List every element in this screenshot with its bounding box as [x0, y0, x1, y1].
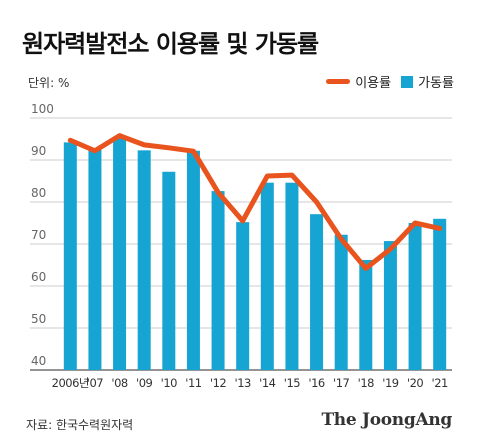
- line-point: [119, 135, 121, 137]
- legend-bar-swatch: [401, 75, 414, 88]
- line-point: [94, 150, 96, 152]
- bar: [162, 171, 176, 370]
- y-tick-label: 60: [31, 270, 46, 284]
- bar: [63, 142, 77, 370]
- line-point: [69, 139, 71, 141]
- line-point: [242, 220, 244, 222]
- line-point: [414, 222, 416, 224]
- bar: [260, 182, 274, 370]
- x-tick-label: '11: [185, 376, 201, 390]
- unit-label: 단위: %: [28, 76, 70, 90]
- line-point: [389, 248, 391, 250]
- bar: [359, 259, 373, 370]
- bar-layer: [63, 137, 447, 370]
- line-point: [340, 238, 342, 240]
- y-tick-label: 90: [31, 144, 46, 158]
- bar: [408, 223, 422, 370]
- y-tick-label: 50: [31, 312, 46, 326]
- x-tick-label: '16: [308, 376, 324, 390]
- y-tick-label: 100: [31, 102, 54, 116]
- y-tick-label: 70: [31, 228, 46, 242]
- bar: [113, 137, 127, 370]
- legend-bar-label: 가동률: [418, 76, 454, 91]
- legend-item-line: 이용률: [326, 72, 391, 91]
- legend-line-label: 이용률: [355, 76, 392, 91]
- line-point: [439, 227, 441, 229]
- line-point: [143, 144, 145, 146]
- x-tick-label: '17: [333, 376, 349, 390]
- x-tick-label: '14: [259, 376, 275, 390]
- line-point: [291, 174, 293, 176]
- bar: [236, 222, 250, 370]
- bar: [285, 182, 299, 370]
- x-tick-label: '18: [358, 376, 374, 390]
- bar: [186, 150, 200, 370]
- bar: [433, 218, 447, 370]
- legend-line-swatch: [326, 79, 351, 84]
- line-point: [316, 201, 318, 203]
- x-tick-label: '19: [382, 376, 398, 390]
- x-tick-label: '10: [161, 376, 177, 390]
- x-tick-label: '12: [210, 376, 226, 390]
- bar: [310, 214, 324, 370]
- line-point: [192, 150, 194, 152]
- x-tick-label: '13: [235, 376, 251, 390]
- y-tick-label: 80: [31, 186, 46, 200]
- x-tick-label: 2006년: [52, 376, 89, 390]
- x-tick-label: '09: [136, 376, 152, 390]
- tick-layer: 40 50 60 70 80 90 100 2006년'07 '08 '09 '10 '11 '12 '1…: [31, 102, 449, 390]
- chart-title: 원자력발전소 이용률 및 가동률: [22, 30, 319, 58]
- line-layer: [67, 133, 443, 271]
- line-point: [266, 175, 268, 177]
- line-series: [67, 133, 443, 271]
- line-point: [365, 267, 367, 269]
- x-tick-label: '07: [87, 376, 103, 390]
- bar: [334, 234, 348, 370]
- brand-logo: The JoongAng: [321, 410, 452, 430]
- x-tick-label: '15: [284, 376, 300, 390]
- bar: [88, 148, 102, 370]
- line-point: [168, 147, 170, 149]
- y-tick-label: 40: [31, 354, 46, 368]
- legend-item-bar: 가동률: [401, 72, 454, 91]
- x-tick-label: '20: [407, 376, 423, 390]
- bar: [383, 241, 397, 370]
- line-point: [217, 191, 219, 193]
- bar: [211, 191, 225, 370]
- legend: 이용률 가동률: [316, 72, 454, 91]
- bar: [137, 150, 151, 370]
- x-tick-label: '21: [432, 376, 448, 390]
- source-label: 자료: 한국수력원자력: [26, 418, 134, 432]
- x-tick-label: '08: [111, 376, 127, 390]
